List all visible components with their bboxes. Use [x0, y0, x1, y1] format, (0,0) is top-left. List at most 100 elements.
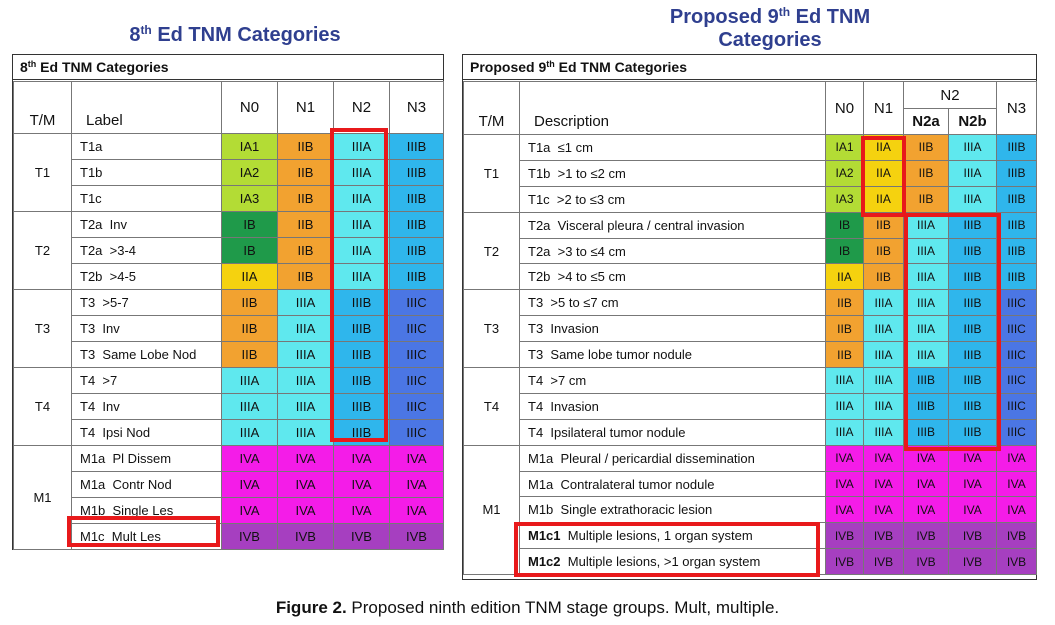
stage-cell: IVB: [389, 523, 444, 550]
stage-cell: IIIC: [389, 341, 444, 368]
stage-cell: IIIB: [389, 133, 444, 160]
table-row: T4 Ipsilateral tumor nodule IIIA IIIA IIIB I…: [464, 418, 1037, 446]
stage-cell: IIIA: [333, 263, 390, 290]
stage-cell: IVA: [825, 444, 864, 472]
stage-cell: IIIC: [389, 419, 444, 446]
stage-cell: IVB: [277, 523, 334, 550]
stage-cell: IIIB: [948, 237, 997, 265]
left-table-panel: 8th Ed TNM Categories T/M Label N0 N1 N2…: [12, 54, 444, 550]
stage-cell: IIIA: [948, 185, 997, 213]
stage-cell: IB: [825, 211, 864, 239]
stage-cell: IVA: [221, 471, 278, 498]
tm-category: T4: [13, 367, 72, 446]
table-row: M1b Single Les IVA IVA IVA IVA: [14, 497, 444, 524]
stage-cell: IIB: [277, 159, 334, 186]
stage-cell: IIA: [863, 134, 904, 161]
stage-cell: IIIA: [863, 315, 904, 343]
table-row: T1 T1a ≤1 cm IA1 IIA IIB IIIA IIIB: [463, 134, 1037, 213]
header-tm: T/M: [13, 81, 72, 134]
row-label: M1a Pl Dissem: [71, 445, 222, 472]
stage-cell: IIIA: [903, 315, 949, 343]
row-label: T4 Ipsi Nod: [71, 419, 222, 446]
row-label: M1c1 Multiple lesions, 1 organ system: [519, 522, 826, 550]
header-n2b: N2b: [948, 108, 997, 135]
stage-cell: IIIB: [948, 211, 997, 239]
stage-cell: IIIC: [996, 341, 1037, 369]
stage-cell: IB: [825, 237, 864, 265]
row-label: T4 Inv: [71, 393, 222, 420]
table-row: T2 T2a Visceral pleura / central invasion…: [463, 211, 1037, 291]
header-n2a: N2a: [903, 108, 949, 135]
stage-cell: IVA: [948, 470, 997, 498]
row-label: T1a ≤1 cm: [519, 134, 826, 161]
row-label: M1b Single extrathoracic lesion: [519, 496, 826, 524]
stage-cell: IIIB: [996, 185, 1037, 213]
stage-cell: IVA: [825, 470, 864, 498]
stage-cell: IIIB: [948, 392, 997, 420]
table-row: T4 Invasion IIIA IIIA IIIB IIIB IIIC: [464, 392, 1037, 420]
header-n2: N2: [333, 81, 390, 134]
stage-cell: IVB: [948, 522, 997, 550]
stage-cell: IIIA: [221, 367, 278, 394]
stage-cell: IIIA: [277, 341, 334, 368]
stage-cell: IIIB: [903, 418, 949, 446]
stage-cell: IIIB: [333, 419, 390, 446]
header-n2: N2: [903, 81, 997, 109]
table-row: T2a >3 to ≤4 cm IB IIB IIIA IIIB IIIB: [464, 237, 1037, 265]
header-label: Label: [71, 81, 222, 134]
stage-cell: IIA: [825, 263, 864, 291]
stage-cell: IIB: [277, 263, 334, 290]
stage-cell: IIIA: [825, 418, 864, 446]
stage-cell: IIIA: [221, 393, 278, 420]
stage-cell: IIIC: [389, 393, 444, 420]
stage-cell: IIIA: [948, 134, 997, 161]
stage-cell: IIB: [277, 185, 334, 212]
stage-cell: IIIA: [277, 367, 334, 394]
stage-cell: IVB: [333, 523, 390, 550]
stage-cell: IIIB: [333, 341, 390, 368]
tm-category: T2: [463, 211, 520, 291]
stage-cell: IIIA: [825, 392, 864, 420]
stage-cell: IVA: [333, 445, 390, 472]
table-row: T2 T2a Inv IB IIB IIIA IIIB: [13, 211, 444, 290]
row-label: M1a Contr Nod: [71, 471, 222, 498]
table-row: M1c Mult Les IVB IVB IVB IVB: [14, 523, 444, 550]
table-row: T4 Ipsi Nod IIIA IIIA IIIB IIIC: [14, 419, 444, 446]
stage-cell: IIIB: [948, 367, 997, 394]
stage-cell: IIB: [277, 211, 334, 238]
stage-cell: IIIB: [996, 211, 1037, 239]
stage-cell: IVB: [863, 548, 904, 576]
stage-cell: IVA: [825, 496, 864, 524]
left-chart-title: 8th Ed TNM Categories: [129, 23, 341, 46]
stage-cell: IIIA: [948, 159, 997, 187]
stage-cell: IVA: [863, 496, 904, 524]
stage-cell: IVA: [903, 470, 949, 498]
row-label: M1a Pleural / pericardial dissemination: [519, 444, 826, 472]
row-description: Multiple lesions, >1 organ system: [560, 554, 761, 570]
row-description: Multiple lesions, 1 organ system: [560, 528, 753, 544]
stage-cell: IVA: [333, 471, 390, 498]
stage-cell: IIB: [863, 263, 904, 291]
tm-category: T3: [463, 289, 520, 369]
stage-cell: IVA: [863, 470, 904, 498]
row-label: T2a >3 to ≤4 cm: [519, 237, 826, 265]
table-row: M1 M1a Pl Dissem IVA IVA IVA IVA: [13, 445, 444, 550]
right-table-panel: Proposed 9th Ed TNM Categories T/M Descr…: [462, 54, 1037, 580]
table-row: T1c >2 to ≤3 cm IA3 IIA IIB IIIA IIIB: [464, 185, 1037, 213]
stage-cell: IB: [221, 211, 278, 238]
row-code: M1c2: [528, 554, 561, 570]
table-row: T3 Invasion IIB IIIA IIIA IIIB IIIC: [464, 315, 1037, 343]
stage-cell: IIIB: [903, 392, 949, 420]
row-label: T1c: [71, 185, 222, 212]
table-row: M1b Single extrathoracic lesion IVA IVA IVA…: [464, 496, 1037, 524]
row-label: T1c >2 to ≤3 cm: [519, 185, 826, 213]
stage-cell: IIIB: [948, 341, 997, 369]
table-row: T1b IA2 IIB IIIA IIIB: [14, 159, 444, 186]
left-table-caption: 8th Ed TNM Categories: [13, 55, 443, 80]
stage-cell: IVA: [221, 497, 278, 524]
stage-cell: IVA: [277, 497, 334, 524]
stage-cell: IB: [221, 237, 278, 264]
stage-cell: IVA: [903, 444, 949, 472]
header-n3: N3: [996, 81, 1037, 135]
stage-cell: IIIA: [863, 289, 904, 317]
